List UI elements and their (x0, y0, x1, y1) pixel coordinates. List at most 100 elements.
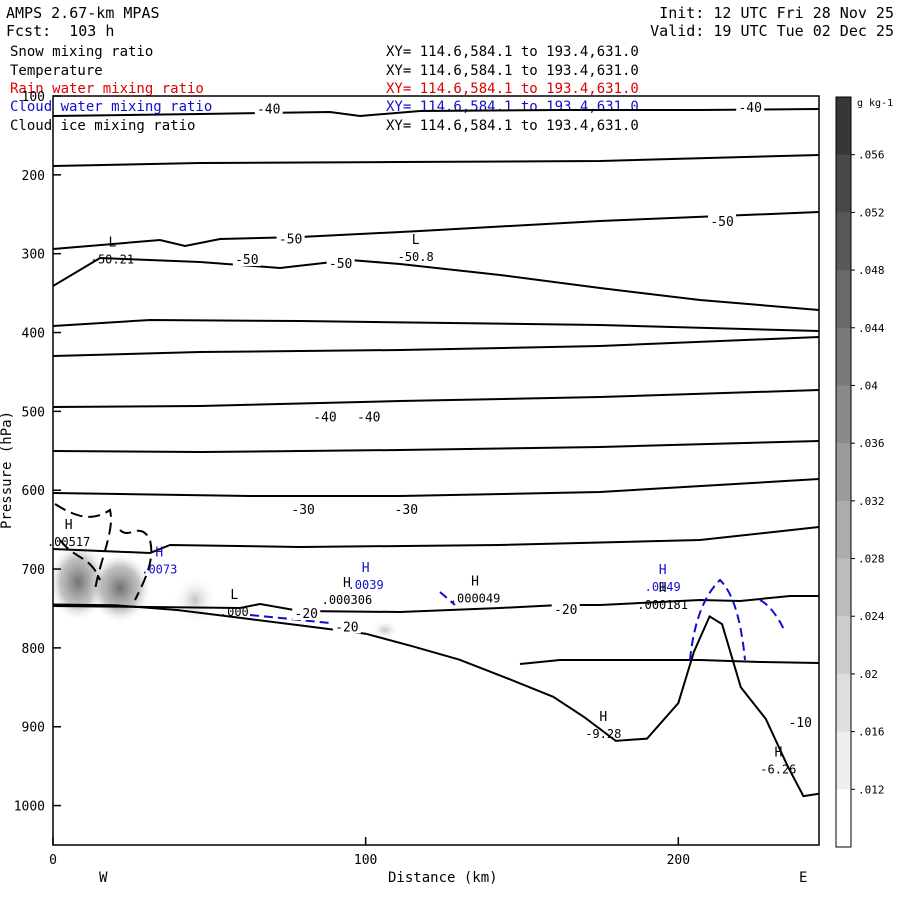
y-tick-label: 400 (22, 327, 45, 342)
temp-contour-minus30 (53, 478, 819, 497)
y-tick-label: 1000 (14, 800, 45, 815)
temp-label-bg (289, 501, 318, 516)
y-tick-label: 100 (22, 90, 45, 105)
y-tick-label: 200 (22, 169, 45, 184)
legend-cloudice-xy: XY= 114.6,584.1 to 193.4,631.0 (386, 118, 639, 134)
colorbar-band (836, 154, 851, 213)
colorbar-tick-label: .032 (858, 495, 885, 508)
legend-snow-xy: XY= 114.6,584.1 to 193.4,631.0 (386, 44, 639, 60)
extremum-value: .0039 (348, 578, 384, 592)
x-tick-label: 0 (49, 853, 57, 868)
temp-contour-label: -50 (710, 215, 733, 230)
x-axis-west-label: W (99, 870, 108, 886)
colorbar-band (836, 616, 851, 675)
y-tick-label: 300 (22, 248, 45, 263)
extremum-value: .0149 (645, 580, 681, 594)
terrain-surface-line (53, 603, 819, 798)
colorbar-band (836, 327, 851, 386)
y-axis-title: Pressure (hPa) (0, 410, 16, 530)
extremum-value: .000049 (450, 592, 501, 606)
temp-label-bg (232, 251, 261, 266)
extremum-value: .000181 (637, 598, 688, 612)
temp-contour-minus40-top (53, 108, 819, 118)
y-tick-label: 600 (22, 484, 45, 499)
temperature-contours (53, 108, 819, 665)
colorbar-band (836, 558, 851, 617)
temp-contour-label: -50 (235, 253, 258, 268)
cloud-water-contour-2 (439, 591, 456, 606)
temp-contour-minus40-b (53, 389, 819, 408)
extremum-value: -6.26 (760, 763, 796, 777)
extremum-type: H (774, 746, 782, 761)
extremum-value: -50.8 (398, 250, 434, 264)
legend-rain-name: Rain water mixing ratio (10, 81, 204, 97)
extremum-value: -50.21 (91, 253, 134, 267)
temp-contour-label: -40 (257, 102, 280, 117)
legend-snow-name: Snow mixing ratio (10, 44, 154, 60)
colorbar-band (836, 500, 851, 560)
y-tick-label: 700 (22, 563, 45, 578)
temp-contour-label: -50 (329, 257, 352, 272)
extremum-type: H (362, 561, 370, 576)
cloud-water-contour-3 (689, 578, 746, 661)
colorbar-tick-label: .02 (858, 668, 878, 681)
temp-label-bg (254, 101, 283, 116)
temp-label-bg (311, 409, 340, 424)
colorbar-band (836, 673, 851, 733)
cloud-water-contour-1 (249, 614, 331, 624)
temp-contour-label: -20 (335, 620, 358, 635)
snow-shade-3 (173, 575, 217, 625)
colorbar-tick-label: .024 (858, 610, 885, 623)
temp-contour-label: -40 (738, 101, 761, 116)
extremum-value: .00517 (47, 535, 90, 549)
extremum-type: H (343, 576, 351, 591)
extremum-type: H (659, 581, 667, 596)
colorbar-tick-label: .052 (858, 206, 885, 219)
temp-contour-minus50-upper (53, 211, 819, 250)
temp-contour-minus45 (53, 154, 819, 167)
colorbar-tick-label: .048 (858, 264, 885, 277)
snow-shade-4 (371, 620, 399, 640)
extremum-value: -9.28 (585, 727, 621, 741)
valid-time: Valid: 19 UTC Tue 02 Dec 25 (650, 22, 894, 40)
forecast-hour: Fcst: 103 h (6, 22, 115, 40)
temp-contour-minus25 (53, 526, 819, 555)
temp-contour-label: -30 (395, 503, 418, 518)
colorbar-tick-label: .012 (858, 783, 885, 796)
temp-contour-minus35 (53, 440, 819, 454)
y-tick-label: 800 (22, 642, 45, 657)
temp-contour-label: -10 (788, 716, 811, 731)
x-axis: 0 100 200 (49, 837, 690, 868)
extremum-type: L (412, 233, 420, 248)
cloud-water-contour-4 (759, 599, 786, 633)
extremum-type: L (230, 588, 238, 603)
model-title: AMPS 2.67-km MPAS (6, 4, 160, 22)
colorbar-band (836, 385, 851, 444)
temp-contour-minus40-mid (53, 336, 819, 357)
temp-label-bg (354, 409, 383, 424)
cloud-ice-contour-1 (54, 503, 153, 601)
legend-rain-xy: XY= 114.6,584.1 to 193.4,631.0 (386, 81, 639, 97)
legend-temperature-xy: XY= 114.6,584.1 to 193.4,631.0 (386, 63, 639, 79)
temp-label-bg (276, 231, 305, 246)
temp-contour-label: -20 (554, 603, 577, 618)
temp-label-bg (332, 619, 361, 634)
colorbar-tick-label: .028 (858, 553, 885, 566)
x-tick-label: 100 (354, 853, 377, 868)
legend-cloudwater-name: Cloud water mixing ratio (10, 99, 213, 115)
colorbar-band (836, 789, 851, 848)
temp-label-bg (708, 214, 737, 229)
colorbar-band (836, 212, 851, 271)
temp-label-bg (326, 255, 355, 270)
terrain (53, 603, 819, 798)
extremum-type: H (471, 575, 479, 590)
colorbar-tick-label: .044 (858, 322, 885, 335)
y-axis: 100 200 300 400 500 600 700 800 900 1000 (14, 90, 61, 815)
temp-label-bg (551, 602, 580, 617)
colorbar-band (836, 97, 851, 156)
extremum-type: L (108, 236, 116, 251)
temperature-labels: -40 -40 -50 -50 -50 -50 -40 -40 -30 -30 -20 -20 -20 -… (232, 99, 815, 731)
colorbar-band (836, 443, 851, 502)
temp-contour-minus15 (519, 659, 819, 665)
